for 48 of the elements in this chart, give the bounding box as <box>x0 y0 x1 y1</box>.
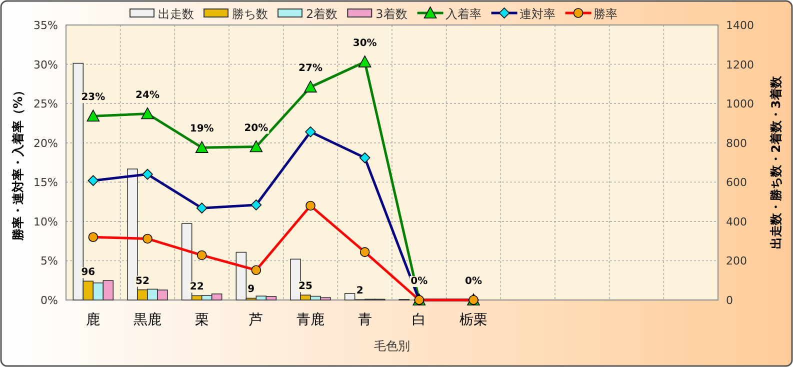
y-tick-label: 15% <box>34 176 58 190</box>
y2-tick-label: 1000 <box>726 98 754 111</box>
data-label: 9 <box>248 284 255 296</box>
x-axis-title: 毛色別 <box>374 339 410 353</box>
data-label: 27% <box>298 63 322 74</box>
data-label: 2 <box>356 286 364 297</box>
x-tick-label: 栗 <box>194 312 209 328</box>
y-axis-title: 勝率・連対率・入着率（%） <box>11 84 25 242</box>
y-tick-label: 0% <box>40 294 58 307</box>
y2-tick-label: 400 <box>726 215 747 228</box>
data-label: 24% <box>136 90 160 101</box>
y2-tick-label: 200 <box>726 254 747 268</box>
x-tick-label: 栃栗 <box>460 312 488 328</box>
x-tick-label: 黒鹿 <box>134 312 162 328</box>
legend-label: 勝ち数 <box>232 7 268 21</box>
y-tick-label: 5% <box>40 254 58 268</box>
y2-tick-label: 600 <box>726 176 747 190</box>
y2-axis-title: 出走数・勝ち数・2着数・3着数 <box>769 75 783 249</box>
legend-label: 3着数 <box>376 7 408 21</box>
y-tick-label: 25% <box>34 98 58 111</box>
x-tick-label: 芦 <box>249 312 264 328</box>
data-label: 20% <box>244 122 268 134</box>
legend-label: 連対率 <box>519 7 556 21</box>
x-tick-label: 青 <box>358 312 372 328</box>
legend-label: 勝率 <box>593 7 618 21</box>
y2-tick-label: 800 <box>726 136 747 150</box>
data-label: 52 <box>136 276 150 287</box>
y2-tick-label: 1200 <box>726 58 754 72</box>
y-tick-label: 30% <box>34 58 58 72</box>
data-label: 96 <box>81 267 96 278</box>
y-tick-label: 10% <box>34 215 58 228</box>
legend-label: 2着数 <box>306 7 338 21</box>
x-tick-label: 青鹿 <box>296 312 324 328</box>
y-tick-label: 35% <box>34 19 58 32</box>
x-tick-label: 白 <box>412 312 426 328</box>
data-label: 0% <box>465 276 482 287</box>
y2-tick-label: 0 <box>726 294 733 307</box>
data-label: 0% <box>410 276 428 287</box>
data-label: 22 <box>190 282 204 293</box>
data-label: 25 <box>298 281 312 292</box>
y2-tick-label: 1400 <box>726 19 754 32</box>
y-tick-label: 20% <box>34 136 58 150</box>
data-label: 19% <box>190 124 214 135</box>
data-label: 23% <box>81 92 106 104</box>
legend-label: 入着率 <box>445 7 482 21</box>
data-label: 30% <box>352 38 377 49</box>
legend-label: 出走数 <box>158 7 194 21</box>
x-tick-label: 鹿 <box>86 312 100 328</box>
